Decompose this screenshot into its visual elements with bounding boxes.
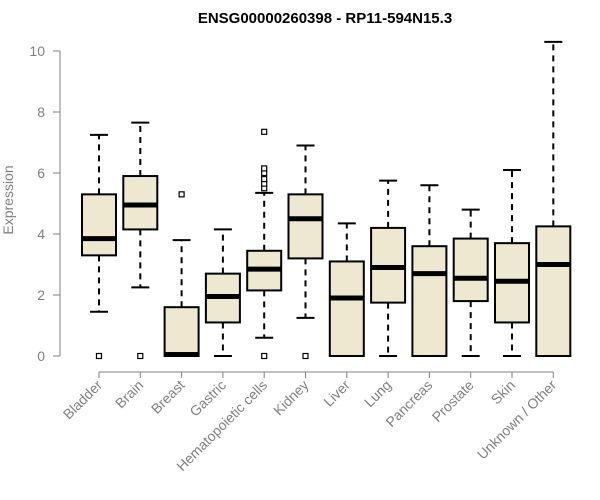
box-kidney	[287, 144, 324, 360]
box-iqr	[328, 260, 365, 358]
y-tick-label: 4	[37, 226, 45, 242]
y-axis: 0 2 4 6 8 10	[29, 43, 61, 364]
box-iqr	[287, 193, 324, 260]
box-lung	[370, 179, 407, 357]
box-liver	[328, 222, 365, 358]
outlier-point	[261, 176, 268, 183]
box-bladder	[81, 133, 117, 360]
y-tick-label: 6	[37, 165, 45, 181]
outlier-point	[261, 352, 268, 360]
x-tick-label: Breast	[148, 377, 188, 417]
y-tick-label: 10	[29, 43, 45, 59]
outlier-point	[261, 165, 268, 172]
outlier-point	[95, 352, 103, 360]
x-tick-label: Brain	[112, 377, 146, 411]
box-breast	[163, 191, 200, 358]
y-tick-label: 0	[37, 348, 45, 364]
outlier-point	[137, 352, 144, 360]
box-pancreas	[411, 184, 448, 357]
box-brain	[122, 121, 159, 360]
x-tick-label: Bladder	[60, 377, 106, 423]
x-tick-label: Prostate	[429, 377, 477, 425]
y-tick-label: 2	[37, 287, 45, 303]
box-iqr	[411, 245, 448, 357]
box-iqr	[163, 306, 200, 358]
box-prostate	[452, 208, 489, 357]
box-iqr	[535, 225, 572, 357]
x-tick-label: Liver	[320, 377, 353, 410]
box-gastric	[204, 228, 241, 357]
box-hematopoietic-cells	[246, 128, 283, 360]
x-tick-label: Skin	[488, 377, 519, 408]
y-tick-label: 8	[37, 104, 45, 120]
x-tick-label: Lung	[361, 377, 394, 410]
chart-title: ENSG00000260398 - RP11-594N15.3	[198, 10, 452, 27]
box-series	[81, 40, 572, 360]
box-iqr	[452, 237, 489, 303]
outlier-point	[302, 352, 309, 360]
box-iqr	[81, 193, 117, 257]
outlier-point	[178, 191, 185, 198]
box-unknown-other	[535, 40, 572, 357]
outlier-point	[261, 128, 268, 135]
x-tick-label: Kidney	[270, 377, 312, 419]
box-skin	[494, 168, 530, 357]
y-axis-label: Expression	[0, 165, 16, 234]
